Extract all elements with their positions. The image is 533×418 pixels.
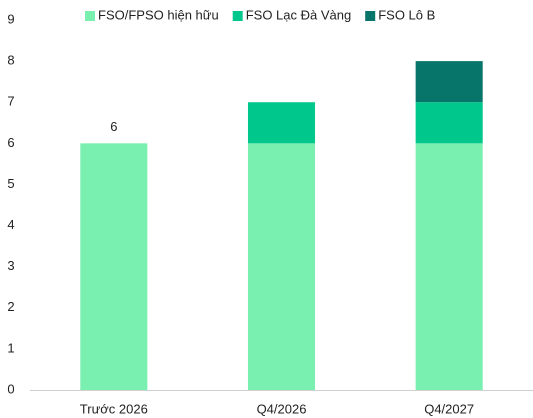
bar-segment <box>415 61 483 103</box>
y-tick-label: 2 <box>7 299 14 314</box>
bar-segment <box>247 102 316 144</box>
y-tick-label: 7 <box>7 94 14 109</box>
bar-segment <box>247 143 316 390</box>
legend-swatch <box>232 11 243 21</box>
data-label: 6 <box>110 119 117 134</box>
y-tick-label: 9 <box>7 11 14 26</box>
y-tick-label: 6 <box>7 135 14 150</box>
legend-label: FSO/FPSO hiện hữu <box>98 7 219 22</box>
bar-segment <box>415 102 483 144</box>
y-tick-label: 0 <box>7 381 14 396</box>
x-tick-label: Q4/2027 <box>424 401 474 416</box>
y-tick-label: 4 <box>7 217 14 232</box>
y-tick-label: 1 <box>7 340 14 355</box>
y-tick-label: 5 <box>7 176 14 191</box>
bar-segment <box>80 143 148 390</box>
y-tick-label: 3 <box>7 258 14 273</box>
legend-label: FSO Lạc Đà Vàng <box>246 7 352 22</box>
x-tick-label: Trước 2026 <box>80 401 148 416</box>
legend-swatch <box>85 11 95 21</box>
y-tick-label: 8 <box>7 53 14 68</box>
legend-swatch <box>365 11 376 21</box>
x-tick-label: Q4/2026 <box>257 401 307 416</box>
bar-segment <box>415 143 483 390</box>
legend-label: FSO Lô B <box>378 7 435 22</box>
